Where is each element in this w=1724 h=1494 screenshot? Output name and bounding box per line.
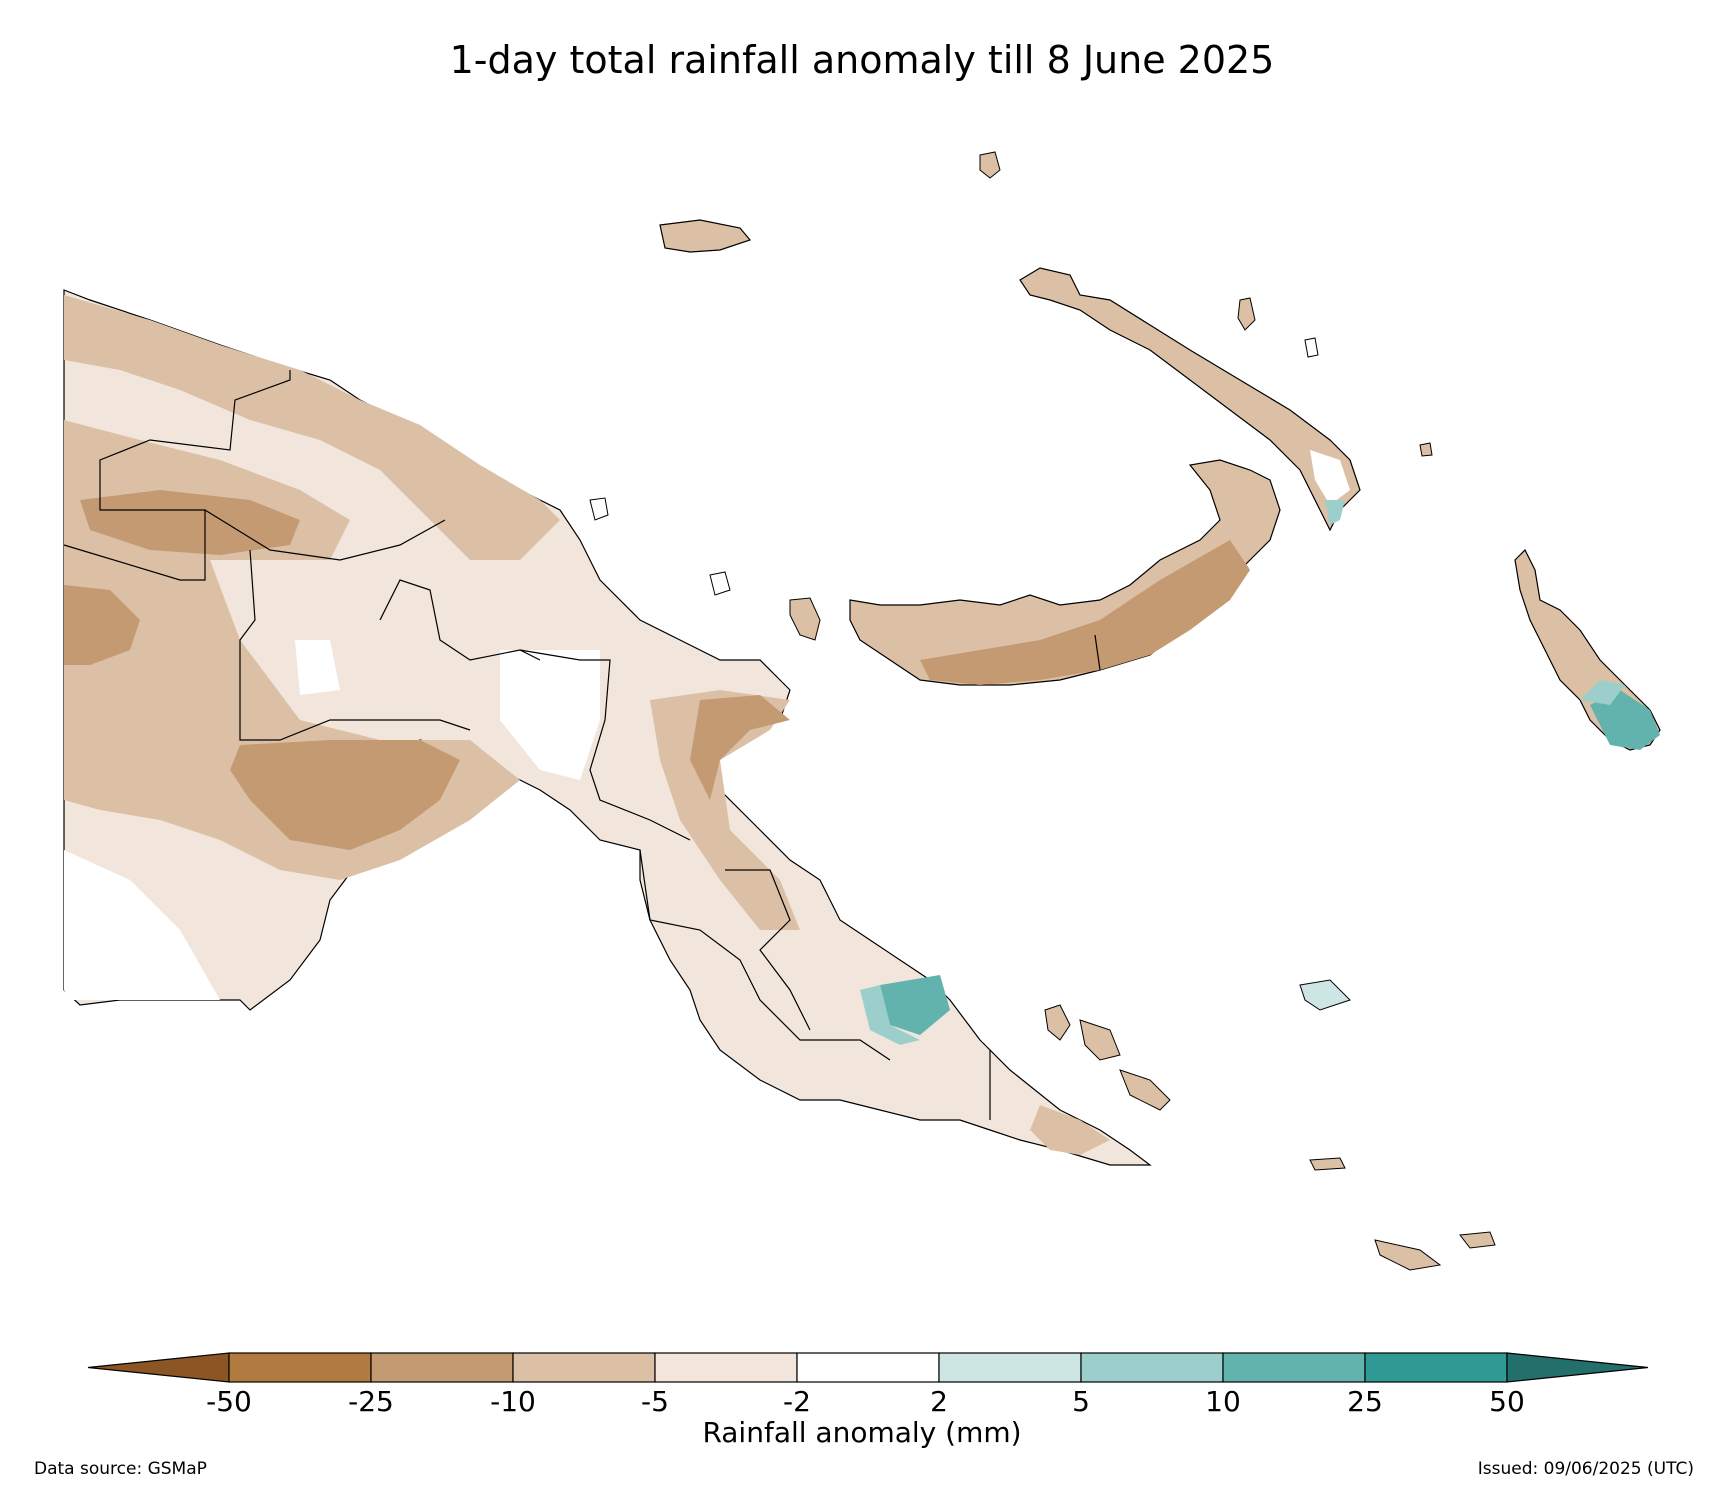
highland-white: [500, 650, 600, 780]
colorbar-segment: [1080, 1352, 1224, 1383]
new-ireland: [1019, 267, 1361, 532]
mainland: [63, 289, 1152, 1166]
colorbar-extend-low: [87, 1352, 230, 1383]
band-west-dark: [80, 490, 300, 555]
colorbar: [87, 1352, 1649, 1383]
colorbar-tick-label: -5: [641, 1385, 669, 1418]
new-britain-border: [1094, 634, 1101, 671]
band-far-west: [64, 585, 140, 665]
southwest-white: [64, 850, 220, 1000]
colorbar-extend-high: [1506, 1352, 1649, 1383]
colorbar-tick-label: 50: [1489, 1385, 1525, 1418]
map-title: 1-day total rainfall anomaly till 8 June…: [449, 38, 1275, 82]
new-ireland-base: [1019, 267, 1361, 532]
oro-wet-light: [860, 985, 920, 1045]
band-north-coast: [64, 295, 560, 560]
colorbar-segment: [938, 1352, 1082, 1383]
colorbar-segment: [1222, 1352, 1366, 1383]
bougainville-wet-light: [1580, 680, 1625, 705]
issued-date: Issued: 09/06/2025 (UTC): [1477, 1459, 1694, 1479]
colorbar-tick-label: 10: [1205, 1385, 1241, 1418]
colorbar-segment: [512, 1352, 656, 1383]
new-britain-dark: [920, 540, 1250, 685]
colorbar-tick-label: -2: [783, 1385, 811, 1418]
manus-island: [659, 219, 752, 253]
colorbar-segment: [796, 1352, 940, 1383]
colorbar-tick-label: 2: [930, 1385, 948, 1418]
colorbar-tick-label: 25: [1347, 1385, 1383, 1418]
small-islands: [589, 151, 1496, 1271]
southeast-tip: [1030, 1105, 1110, 1155]
oro-wet: [880, 975, 950, 1035]
colorbar-segment: [370, 1352, 514, 1383]
bougainville-wet: [1590, 690, 1660, 750]
new-ireland-tip-white: [1310, 450, 1350, 505]
colorbar-tick-label: 5: [1072, 1385, 1090, 1418]
bougainville: [1514, 548, 1661, 751]
colorbar-tick-label: -25: [348, 1385, 394, 1418]
east-band-dark: [690, 695, 790, 800]
band-south-dark: [230, 740, 460, 850]
highland-white-2: [295, 640, 340, 695]
new-ireland-tip-wet: [1325, 500, 1345, 525]
colorbar-segment: [654, 1352, 798, 1383]
colorbar-label: Rainfall anomaly (mm): [702, 1416, 1022, 1449]
colorbar-segment: [1364, 1352, 1508, 1383]
colorbar-tick-label: -10: [490, 1385, 536, 1418]
data-source: Data source: GSMaP: [34, 1459, 207, 1479]
colorbar-segment: [228, 1352, 372, 1383]
new-britain: [849, 459, 1281, 686]
colorbar-tick-label: -50: [206, 1385, 252, 1418]
province-borders: [63, 370, 991, 1120]
